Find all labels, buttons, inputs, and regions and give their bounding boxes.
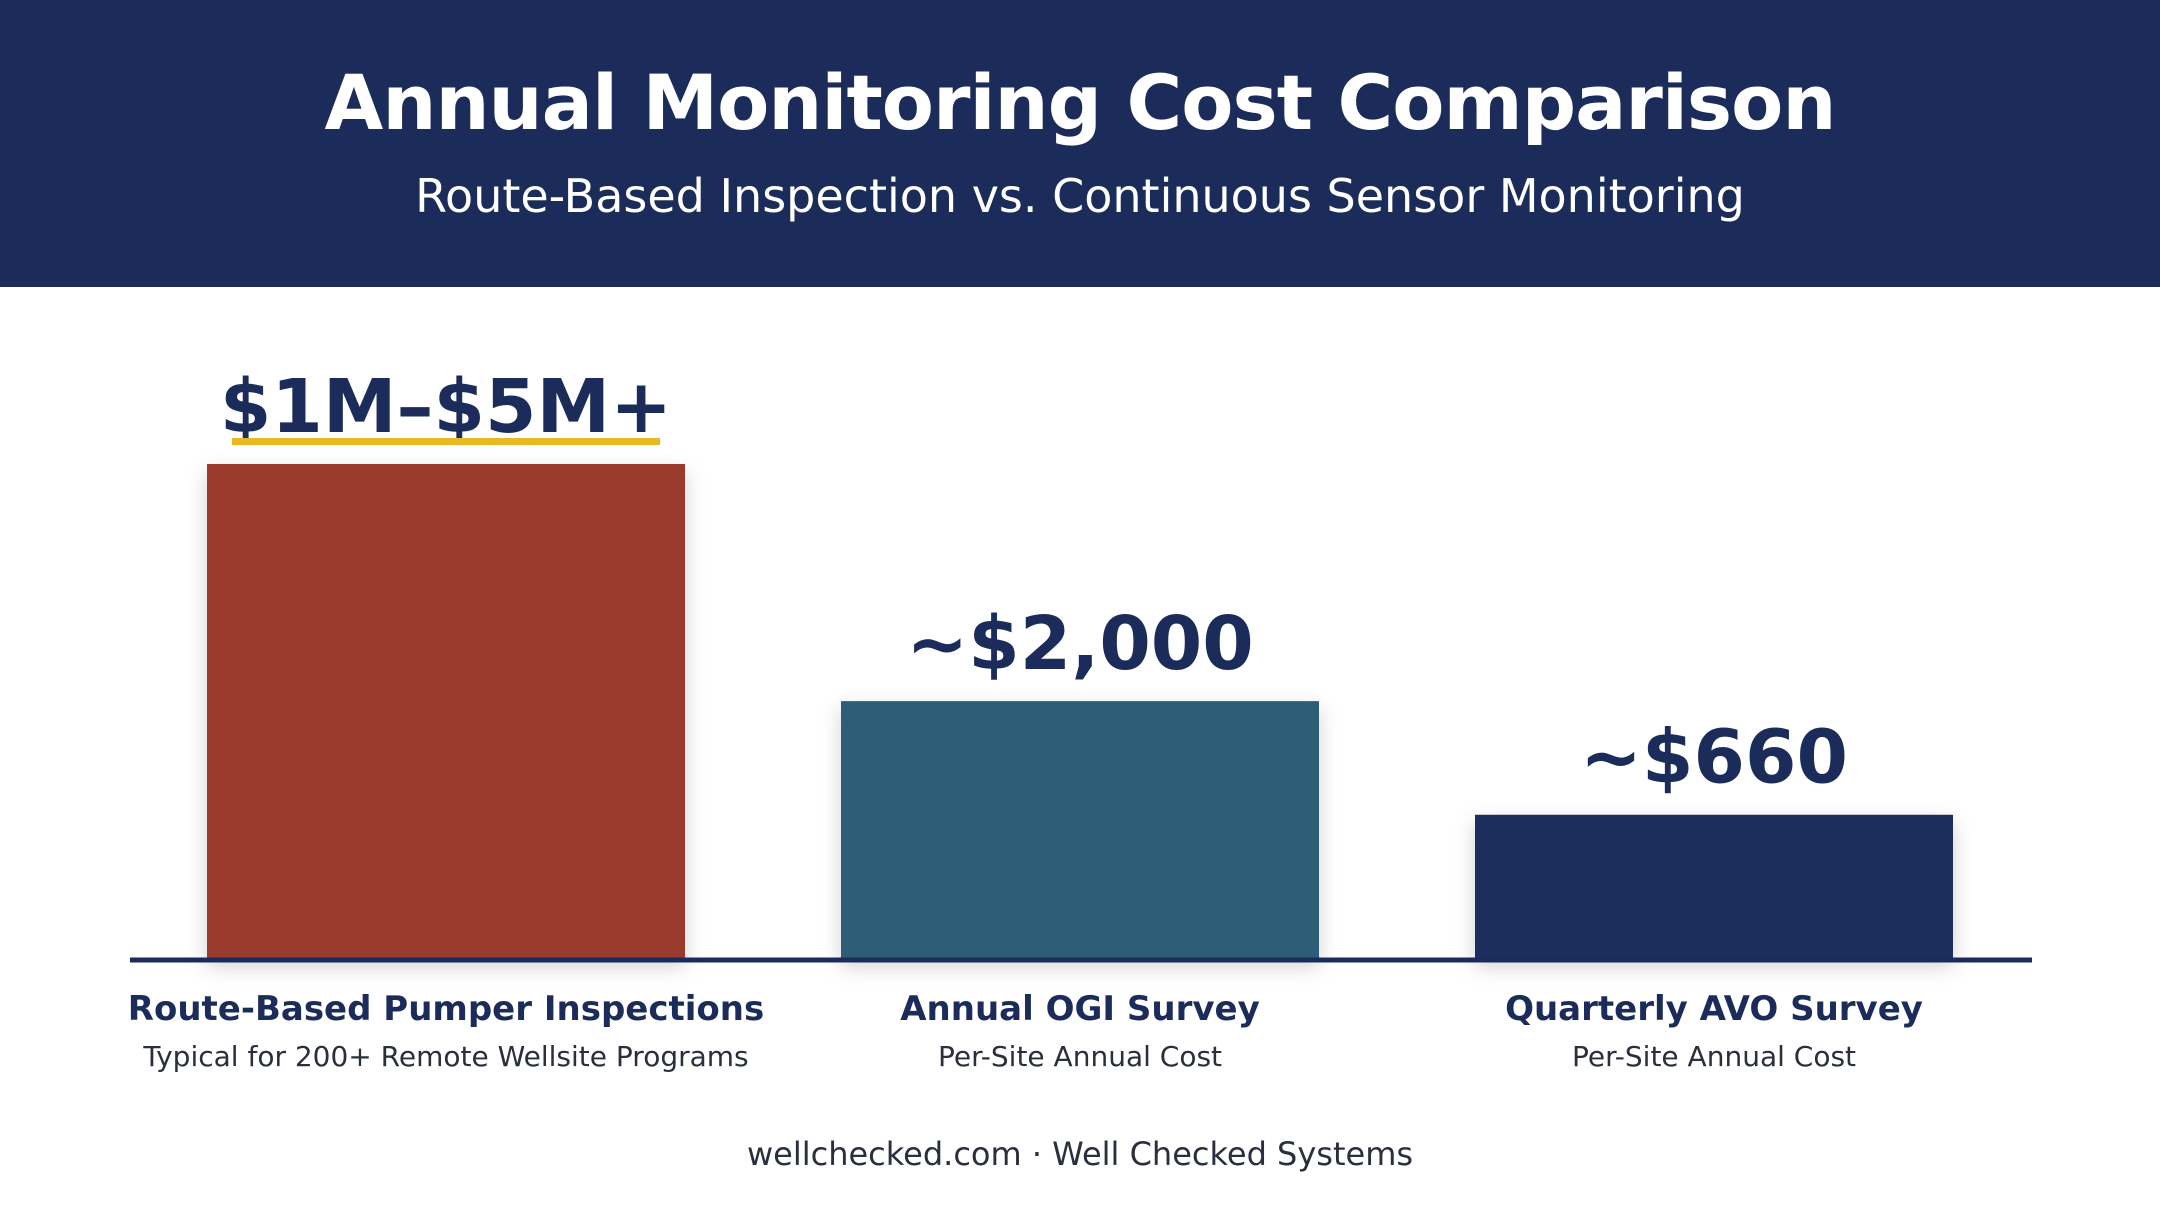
category-label-2: Annual OGI Survey	[900, 989, 1260, 1029]
bar-3	[1475, 814, 1953, 958]
category-sublabel-3: Per-Site Annual Cost	[1572, 1040, 1856, 1073]
header-banner: Annual Monitoring Cost Comparison Route-…	[0, 0, 2160, 287]
labels-layer: $1M–$5M+ Route-Based Pumper Inspections Ty…	[128, 364, 1923, 1073]
bar-2	[841, 701, 1319, 958]
bar-1	[207, 464, 685, 958]
value-label-1: $1M–$5M+	[220, 364, 672, 450]
value-label-3: ~$660	[1580, 715, 1848, 801]
page-title: Annual Monitoring Cost Comparison	[324, 58, 1837, 147]
category-label-3: Quarterly AVO Survey	[1505, 989, 1923, 1029]
bars-layer	[207, 464, 1953, 958]
category-sublabel-1: Typical for 200+ Remote Wellsite Program…	[142, 1040, 748, 1073]
value-label-2: ~$2,000	[906, 601, 1254, 687]
category-sublabel-2: Per-Site Annual Cost	[938, 1040, 1222, 1073]
highlight-underline	[232, 438, 660, 445]
category-label-1: Route-Based Pumper Inspections	[128, 989, 764, 1029]
footer-credit: wellchecked.com · Well Checked Systems	[746, 1135, 1414, 1173]
page-subtitle: Route-Based Inspection vs. Continuous Se…	[415, 169, 1745, 223]
